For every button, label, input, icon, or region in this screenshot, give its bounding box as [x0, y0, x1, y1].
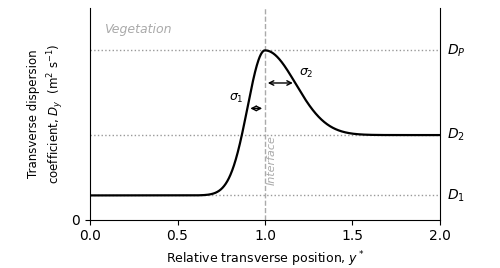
Text: Vegetation: Vegetation	[104, 23, 172, 36]
Text: $\sigma_2$: $\sigma_2$	[299, 67, 314, 80]
Y-axis label: Transverse dispersion
coefficient, $D_y$  (m$^2$ s$^{-1}$): Transverse dispersion coefficient, $D_y$…	[27, 44, 66, 184]
Text: $D_1$: $D_1$	[447, 187, 465, 204]
Text: Interface: Interface	[267, 136, 277, 185]
Text: $D_2$: $D_2$	[447, 127, 465, 143]
X-axis label: Relative transverse position, $y^*$: Relative transverse position, $y^*$	[166, 249, 364, 268]
Text: $\sigma_1$: $\sigma_1$	[230, 92, 244, 105]
Text: $D_P$: $D_P$	[447, 42, 466, 59]
